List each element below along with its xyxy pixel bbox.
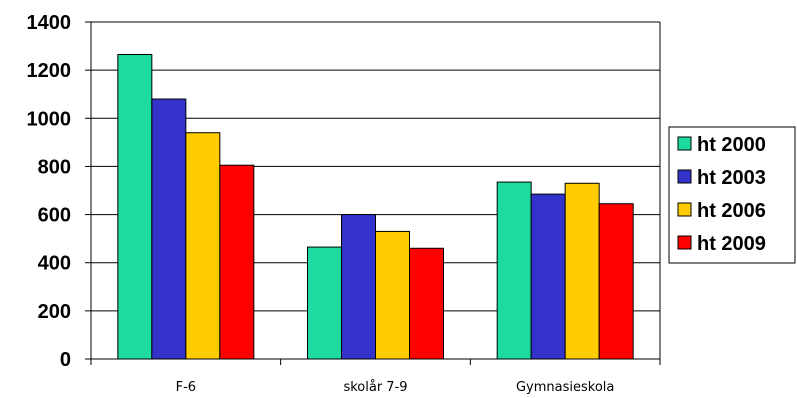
axes	[90, 21, 661, 365]
bar-ht-2009-1	[409, 247, 444, 360]
bars	[117, 53, 634, 360]
bar-ht-2006-2	[564, 182, 600, 360]
bar-ht-2000-2	[496, 181, 532, 360]
bar-ht-2003-2	[530, 193, 566, 360]
legend-swatch	[677, 202, 692, 217]
bar-ht-2006-0	[185, 132, 221, 360]
bar-ht-2003-0	[151, 98, 187, 360]
legend-swatch	[677, 169, 692, 184]
y-tick-label: 1200	[27, 60, 72, 82]
x-tick-label: F-6	[176, 380, 196, 395]
bar-ht-2009-2	[598, 203, 634, 360]
legend-label: ht 2006	[697, 200, 766, 222]
legend-label: ht 2003	[697, 167, 766, 189]
y-tick-label: 1000	[27, 108, 72, 130]
bar-ht-2000-1	[307, 246, 342, 360]
y-axis-ticks: 0 200 400 600 800 1000 1200 1400	[27, 12, 91, 371]
x-axis-ticks: F-6 skolår 7-9 Gymnasieskola	[176, 380, 615, 395]
x-tick-label: skolår 7-9	[343, 380, 407, 395]
legend-label: ht 2000	[697, 134, 766, 156]
bar-ht-2000-0	[117, 53, 153, 360]
bar-ht-2006-1	[375, 230, 410, 360]
y-tick-label: 200	[38, 301, 71, 323]
legend-swatch	[677, 235, 692, 250]
legend-swatch	[677, 136, 692, 151]
y-tick-label: 0	[60, 349, 71, 371]
bar-ht-2003-1	[341, 214, 376, 360]
bar-ht-2009-0	[219, 164, 255, 360]
y-tick-label: 800	[38, 156, 71, 178]
y-tick-label: 600	[38, 205, 71, 227]
legend: ht 2000 ht 2003 ht 2006 ht 2009	[668, 126, 796, 264]
y-tick-label: 400	[38, 253, 71, 275]
y-tick-label: 1400	[27, 12, 72, 34]
x-tick-label: Gymnasieskola	[516, 380, 614, 395]
legend-label: ht 2009	[697, 233, 766, 255]
